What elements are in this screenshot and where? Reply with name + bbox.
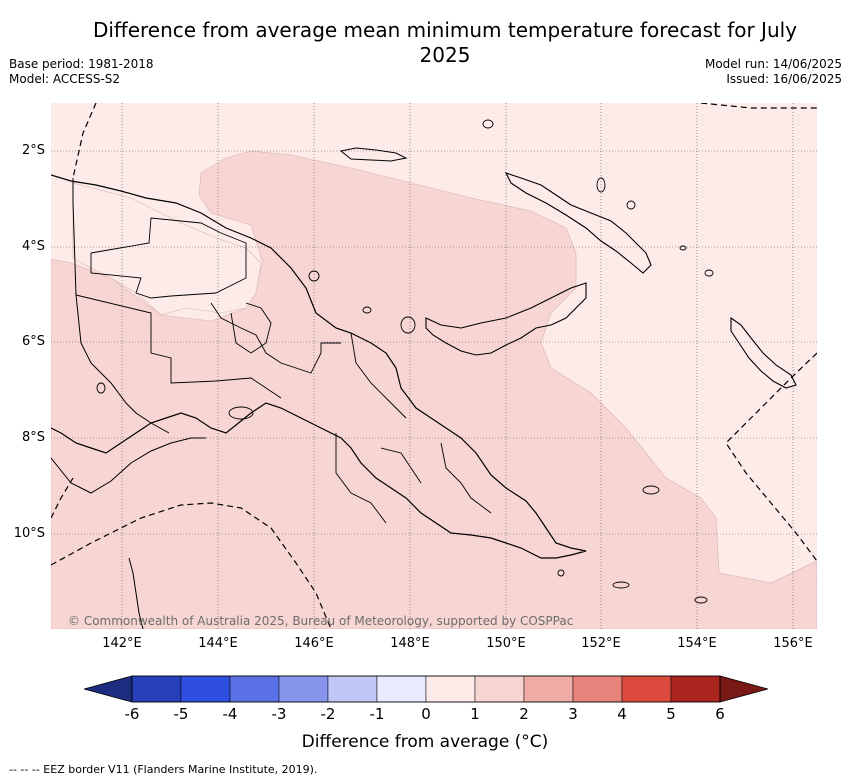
- new-britain-coastline: [425, 282, 587, 356]
- lat-label-2s: 2°S: [21, 143, 45, 158]
- small-islands: [96, 119, 714, 604]
- map-title: Difference from average mean minimum tem…: [92, 18, 798, 67]
- colorbar-segment: [425, 675, 476, 703]
- colorbar-tick-label: 0: [421, 705, 431, 723]
- colorbar-tick-label: 5: [666, 705, 676, 723]
- model-name: Model: ACCESS-S2: [9, 72, 121, 86]
- colorbar-max-arrow: [719, 675, 768, 703]
- base-period: Base period: 1981-2018: [9, 57, 154, 71]
- colorbar-segment: [670, 675, 721, 703]
- international-border: [72, 178, 170, 434]
- colorbar-segments: [131, 675, 721, 703]
- colorbar-frame: [131, 675, 721, 703]
- colorbar-tick-label: -2: [320, 705, 336, 723]
- copyright-notice: © Commonwealth of Australia 2025, Bureau…: [68, 614, 574, 628]
- colorbar-tick-label: 4: [617, 705, 627, 723]
- lat-label-10s: 10°S: [13, 526, 45, 541]
- colorbar-tick-label: -3: [271, 705, 287, 723]
- colorbar-min-arrow: [84, 675, 133, 703]
- colorbar-label: Difference from average (°C): [301, 732, 549, 752]
- lon-label-156e: 156°E: [773, 636, 813, 651]
- colorbar-tick-label: 3: [568, 705, 578, 723]
- colorbar-segment: [572, 675, 623, 703]
- lon-label-148e: 148°E: [390, 636, 430, 651]
- colorbar-segment: [278, 675, 329, 703]
- colorbar-segment: [131, 675, 182, 703]
- colorbar: [84, 675, 768, 703]
- cape-york-coastline: [128, 557, 144, 629]
- colorbar-segment: [474, 675, 525, 703]
- colorbar-segment: [229, 675, 280, 703]
- colorbar-tick-label: -4: [222, 705, 238, 723]
- province-borders: [75, 217, 492, 524]
- lat-label-4s: 4°S: [21, 239, 45, 254]
- colorbar-tick-label: 1: [470, 705, 480, 723]
- lon-label-144e: 144°E: [198, 636, 238, 651]
- lon-label-146e: 146°E: [294, 636, 334, 651]
- manus-island: [339, 147, 408, 162]
- colorbar-tick-label: 2: [519, 705, 529, 723]
- new-ireland-coastline: [504, 172, 652, 274]
- colorbar-segment: [621, 675, 672, 703]
- colorbar-tick-label: 6: [715, 705, 725, 723]
- eez-borders: [51, 103, 817, 629]
- model-run: Model run: 14/06/2025: [704, 57, 842, 71]
- meta-right: Model run: 14/06/2025 Issued: 16/06/2025: [705, 57, 842, 87]
- lat-label-8s: 8°S: [21, 430, 45, 445]
- fly-coastline: [51, 437, 206, 494]
- lon-label-142e: 142°E: [102, 636, 142, 651]
- eez-legend: -- -- -- EEZ border V11 (Flanders Marine…: [9, 763, 318, 776]
- bougainville-coastline: [730, 316, 797, 389]
- lon-gridlines: [121, 103, 794, 629]
- map-canvas: [51, 103, 817, 629]
- colorbar-segment: [523, 675, 574, 703]
- colorbar-segment: [327, 675, 378, 703]
- new-guinea-coastline: [51, 174, 587, 559]
- colorbar-tick-label: -5: [173, 705, 189, 723]
- lon-label-150e: 150°E: [486, 636, 526, 651]
- colorbar-tick-label: -1: [369, 705, 385, 723]
- lon-label-154e: 154°E: [677, 636, 717, 651]
- colorbar-segment: [180, 675, 231, 703]
- lon-label-152e: 152°E: [581, 636, 621, 651]
- anomaly-region-light-west: [72, 182, 262, 316]
- meta-left: Base period: 1981-2018 Model: ACCESS-S2: [9, 57, 154, 87]
- colorbar-segment: [376, 675, 427, 703]
- colorbar-tick-label: -6: [124, 705, 140, 723]
- lat-label-6s: 6°S: [21, 334, 45, 349]
- issued-date: Issued: 16/06/2025: [726, 72, 842, 86]
